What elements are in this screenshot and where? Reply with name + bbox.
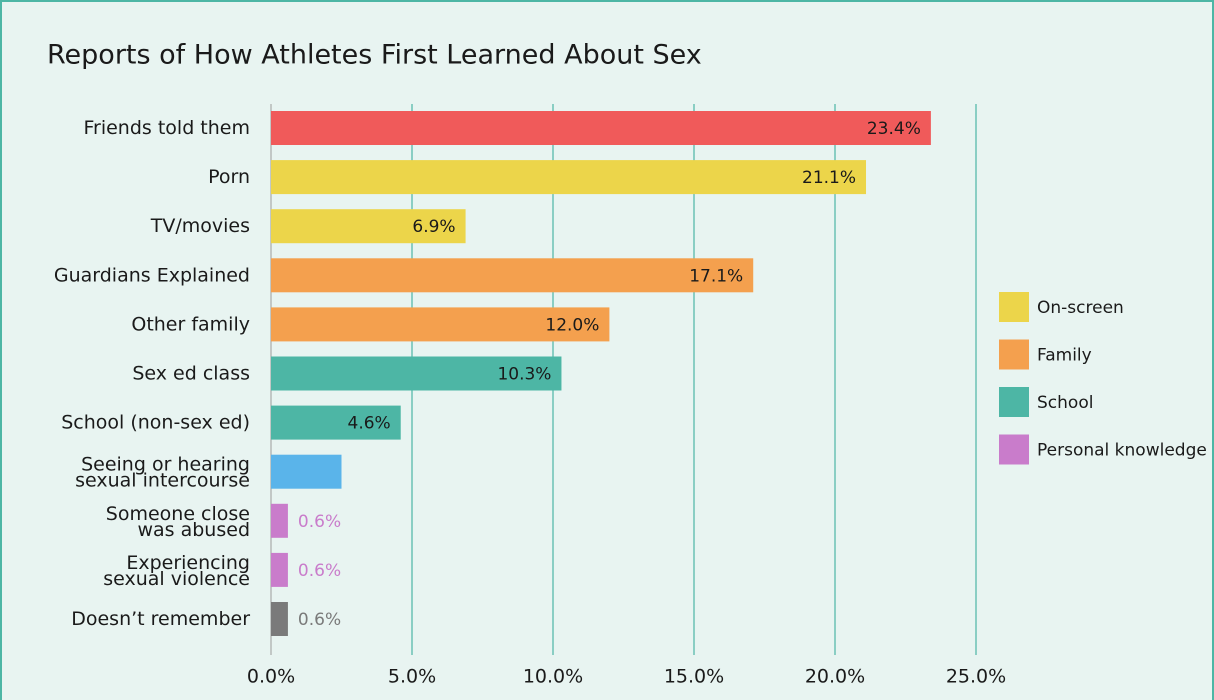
value-label: 6.9% <box>412 217 455 237</box>
bar <box>271 503 288 538</box>
bar <box>271 111 931 145</box>
y-tick-label: School (non-sex ed) <box>61 411 250 433</box>
y-tick-line: sexual intercourse <box>75 469 250 491</box>
legend-swatch <box>999 339 1029 370</box>
value-label: 0.6% <box>298 512 341 532</box>
x-tick-label: 0.0% <box>247 666 295 688</box>
x-tick-label: 15.0% <box>664 666 724 688</box>
y-tick-line: Other family <box>131 313 250 335</box>
value-label: 4.6% <box>348 414 391 434</box>
x-tick-label: 20.0% <box>805 666 865 688</box>
y-tick-label: TV/movies <box>150 215 250 237</box>
y-tick-label: Other family <box>131 313 250 335</box>
y-tick-line: Porn <box>208 166 250 188</box>
legend-label: On-screen <box>1037 298 1124 318</box>
y-tick-line: Guardians Explained <box>54 264 250 286</box>
y-tick-line: was abused <box>137 518 250 540</box>
legend-swatch <box>999 292 1029 322</box>
value-label: 12.0% <box>545 315 599 335</box>
value-label: 17.1% <box>689 266 743 286</box>
y-tick-line: Seeing or hearing <box>81 453 250 475</box>
value-label: 0.6% <box>298 561 341 581</box>
x-tick-label: 5.0% <box>388 666 436 688</box>
bar <box>271 405 401 440</box>
value-label: 23.4% <box>867 119 921 139</box>
y-tick-line: Experiencing <box>126 551 250 573</box>
y-tick-line: TV/movies <box>150 215 250 237</box>
y-tick-line: Someone close <box>106 502 250 524</box>
bar <box>271 602 288 636</box>
value-label: 0.6% <box>298 610 341 630</box>
legend-label: Personal knowledge <box>1037 441 1207 461</box>
y-tick-label: Sex ed class <box>132 362 250 384</box>
x-tick-label: 25.0% <box>946 666 1006 688</box>
bar <box>271 307 610 342</box>
chart-title: Reports of How Athletes First Learned Ab… <box>47 40 702 71</box>
bar <box>271 552 288 587</box>
y-tick-line: Sex ed class <box>132 362 250 384</box>
y-tick-line: Friends told them <box>83 117 250 139</box>
legend-label: Family <box>1037 346 1092 366</box>
legend-swatch <box>999 387 1029 417</box>
bar <box>271 258 754 293</box>
legend-label: School <box>1037 393 1093 413</box>
y-tick-line: Doesn’t remember <box>71 608 250 630</box>
bar <box>271 160 867 195</box>
y-tick-label: Experiencing sexual violence <box>103 551 250 589</box>
y-tick-label: Guardians Explained <box>54 264 250 286</box>
y-tick-line: School (non-sex ed) <box>61 411 250 433</box>
value-label: 21.1% <box>802 168 856 188</box>
y-tick-label: Doesn’t remember <box>71 608 250 630</box>
value-label: 10.3% <box>497 365 551 385</box>
x-tick-label: 10.0% <box>523 666 583 688</box>
y-tick-label: Seeing or hearing sexual intercourse <box>75 453 250 491</box>
y-tick-label: Porn <box>208 166 250 188</box>
y-tick-line: sexual violence <box>103 567 250 589</box>
y-tick-label: Someone close was abused <box>106 502 250 540</box>
bar <box>271 454 342 489</box>
bar <box>271 209 466 244</box>
bar <box>271 356 562 391</box>
legend-swatch <box>999 434 1029 465</box>
y-tick-label: Friends told them <box>83 117 250 139</box>
